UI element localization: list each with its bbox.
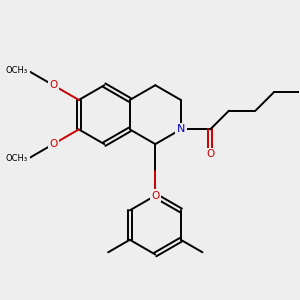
Text: N: N (177, 124, 185, 134)
Text: OCH₃: OCH₃ (6, 154, 28, 163)
Text: O: O (49, 80, 58, 90)
Text: OCH₃: OCH₃ (6, 66, 28, 75)
Text: O: O (49, 139, 58, 149)
Text: O: O (151, 190, 159, 201)
Text: O: O (206, 149, 214, 159)
